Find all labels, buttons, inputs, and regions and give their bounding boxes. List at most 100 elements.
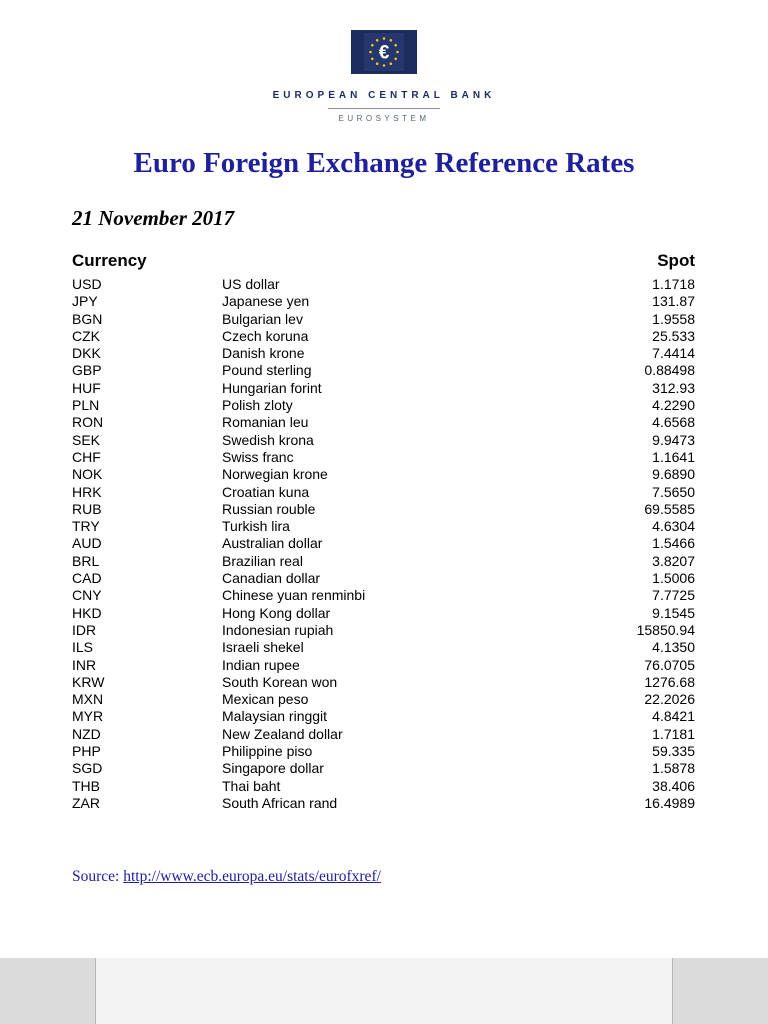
currency-code: RON (72, 414, 104, 431)
source-line: Source: http://www.ecb.europa.eu/stats/e… (72, 868, 768, 886)
spot-value: 1.5006 (652, 570, 695, 587)
currency-name: Chinese yuan renminbi (222, 587, 366, 604)
spot-value: 22.2026 (644, 691, 695, 708)
spot-value: 76.0705 (644, 656, 695, 673)
spot-value: 4.8421 (652, 708, 695, 725)
spot-value: 0.88498 (644, 362, 695, 379)
table-row: CAD Canadian dollar 1.5006 (72, 570, 695, 587)
table-row: GBP Pound sterling 0.88498 (72, 362, 695, 379)
currency-name: Singapore dollar (222, 760, 324, 777)
spot-value: 1.1718 (652, 276, 695, 292)
spot-column-header: Spot (657, 251, 695, 270)
currency-column-header: Currency (72, 251, 147, 270)
document-page: € EUROPEAN CENTRAL BANK EUROSYSTEM Euro … (72, 30, 768, 886)
currency-name: Croatian kuna (222, 483, 310, 500)
currency-code: HKD (72, 604, 102, 621)
svg-text:€: € (379, 43, 390, 64)
currency-code: HUF (72, 379, 101, 396)
spot-value: 1.7181 (652, 725, 695, 742)
currency-name: Indian rupee (222, 656, 300, 673)
currency-code: PHP (72, 743, 101, 760)
currency-code: MYR (72, 708, 104, 725)
source-link[interactable]: http://www.ecb.europa.eu/stats/eurofxref… (123, 868, 381, 886)
currency-code: BGN (72, 310, 103, 327)
table-row: BGN Bulgarian lev 1.9558 (72, 311, 695, 328)
currency-code: CNY (72, 587, 102, 604)
spot-value: 59.335 (652, 743, 695, 760)
spot-value: 25.533 (652, 327, 695, 344)
currency-code: PLN (72, 397, 100, 414)
spot-value: 1.9558 (652, 310, 695, 327)
currency-name: Norwegian krone (222, 466, 328, 483)
currency-name: Japanese yen (222, 293, 310, 310)
currency-code: SGD (72, 760, 103, 777)
ecb-logo: € (351, 30, 417, 74)
currency-name: US dollar (222, 276, 280, 292)
table-row: DKK Danish krone 7.4414 (72, 345, 695, 362)
spot-value: 7.4414 (652, 345, 695, 362)
spot-value: 312.93 (652, 379, 695, 396)
currency-code: USD (72, 276, 102, 292)
currency-code: RUB (72, 500, 102, 517)
currency-name: Bulgarian lev (222, 310, 303, 327)
currency-code: NOK (72, 466, 103, 483)
currency-code: ILS (72, 639, 94, 656)
table-row: BRL Brazilian real 3.8207 (72, 553, 695, 570)
currency-code: SEK (72, 431, 101, 448)
table-row: MYR Malaysian ringgit 4.8421 (72, 708, 695, 725)
currency-code: TRY (72, 518, 100, 535)
table-row: CHF Swiss franc 1.1641 (72, 449, 695, 466)
currency-code: BRL (72, 552, 100, 569)
currency-code: HRK (72, 483, 102, 500)
table-row: ILS Israeli shekel 4.1350 (72, 639, 695, 656)
currency-code: CAD (72, 570, 102, 587)
spot-value: 4.1350 (652, 639, 695, 656)
table-row: SGD Singapore dollar 1.5878 (72, 760, 695, 777)
currency-name: Brazilian real (222, 552, 303, 569)
spot-value: 15850.94 (636, 621, 695, 638)
currency-name: Hungarian forint (222, 379, 322, 396)
spot-value: 3.8207 (652, 552, 695, 569)
currency-name: Indonesian rupiah (222, 621, 334, 638)
spot-value: 7.7725 (652, 587, 695, 604)
table-row: CNY Chinese yuan renminbi 7.7725 (72, 587, 695, 604)
table-row: PLN Polish zloty 4.2290 (72, 397, 695, 414)
currency-name: Canadian dollar (222, 570, 321, 587)
currency-code: DKK (72, 345, 101, 362)
bank-name: EUROPEAN CENTRAL BANK (272, 90, 496, 101)
spot-value: 1.1641 (652, 448, 695, 465)
table-row: ZAR South African rand 16.4989 (72, 795, 695, 812)
table-row: HKD Hong Kong dollar 9.1545 (72, 605, 695, 622)
table-header-row: Currency Spot (72, 251, 695, 276)
currency-code: IDR (72, 621, 97, 638)
spot-value: 38.406 (652, 777, 695, 794)
currency-name: Mexican peso (222, 691, 309, 708)
currency-code: NZD (72, 725, 101, 742)
spot-value: 4.6304 (652, 518, 695, 535)
currency-code: CZK (72, 327, 100, 344)
currency-code: MXN (72, 691, 104, 708)
next-page-edge (95, 958, 673, 1024)
currency-name: Danish krone (222, 345, 305, 362)
table-row: RUB Russian rouble 69.5585 (72, 501, 695, 518)
table-row: PHP Philippine piso 59.335 (72, 743, 695, 760)
currency-name: Thai baht (222, 777, 281, 794)
spot-value: 1276.68 (644, 673, 695, 690)
currency-name: Polish zloty (222, 397, 293, 414)
currency-name: Swedish krona (222, 431, 314, 448)
table-row: TRY Turkish lira 4.6304 (72, 518, 695, 535)
page-gap (0, 958, 768, 1024)
euro-icon: € (351, 30, 417, 74)
currency-name: Czech koruna (222, 327, 309, 344)
table-row: KRW South Korean won 1276.68 (72, 674, 695, 691)
currency-name: Australian dollar (222, 535, 323, 552)
currency-code: INR (72, 656, 97, 673)
header-divider (328, 108, 440, 109)
table-row: HUF Hungarian forint 312.93 (72, 380, 695, 397)
page-title: Euro Foreign Exchange Reference Rates (133, 147, 635, 179)
rates-table: Currency Spot USD US dollar 1.1718 JPY Japan… (72, 251, 695, 812)
spot-value: 16.4989 (644, 794, 695, 811)
table-row: RON Romanian leu 4.6568 (72, 414, 695, 431)
currency-name: Philippine piso (222, 743, 313, 760)
currency-code: ZAR (72, 794, 100, 811)
